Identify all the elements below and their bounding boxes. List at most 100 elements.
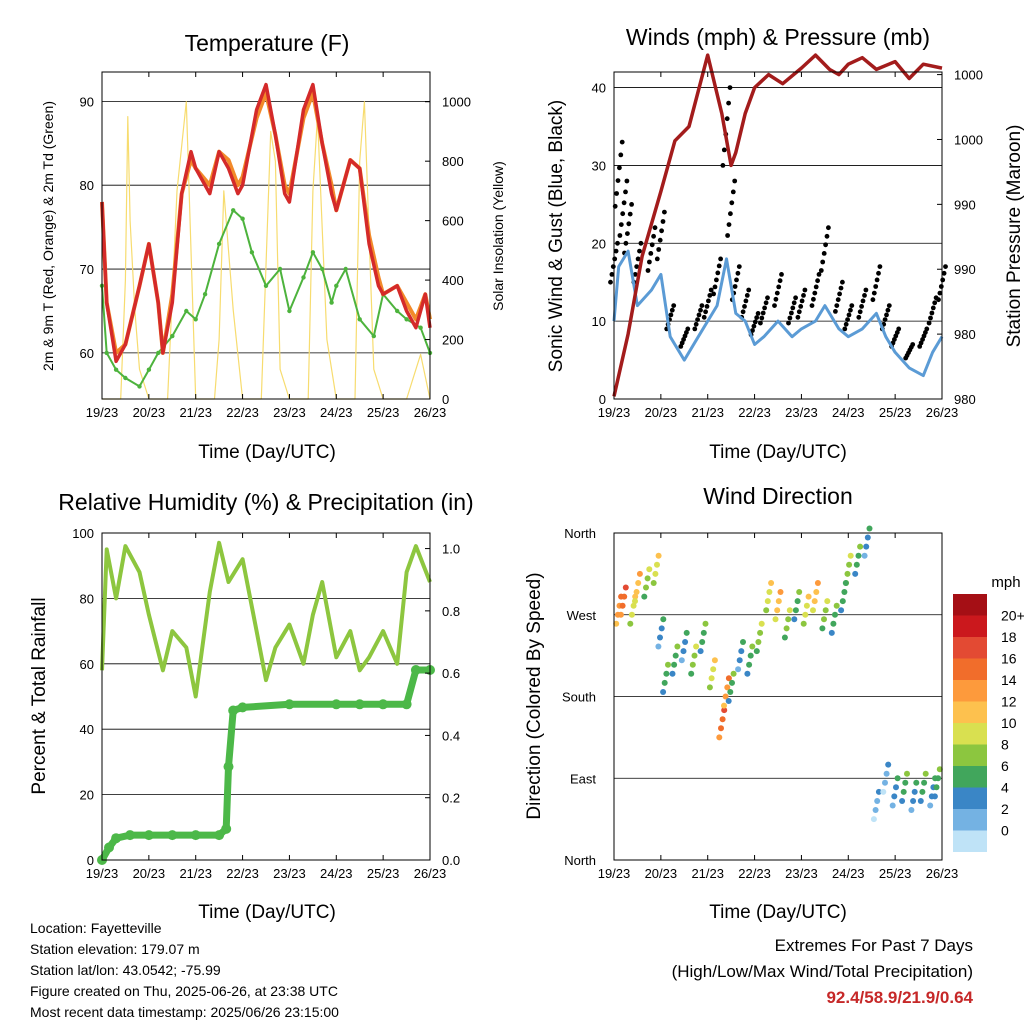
direction-point xyxy=(874,798,881,804)
gust-point xyxy=(754,315,760,320)
direction-point xyxy=(655,552,662,559)
gust-point xyxy=(707,293,713,298)
direction-point xyxy=(791,616,798,623)
left-tick-label: 60 xyxy=(80,346,94,361)
gust-point xyxy=(706,298,711,304)
precip-point xyxy=(401,699,412,710)
left-tick-label: 70 xyxy=(80,262,94,277)
gust-point xyxy=(701,314,707,320)
x-tick-label: 25/23 xyxy=(367,405,400,420)
direction-point xyxy=(783,625,790,632)
gust-point xyxy=(623,240,629,246)
gust-point xyxy=(752,319,758,325)
direction-point xyxy=(658,625,665,632)
x-tick-label: 24/23 xyxy=(832,405,865,420)
gust-point xyxy=(703,309,708,315)
left-tick-label: 40 xyxy=(80,722,94,737)
legend-swatch xyxy=(953,594,987,616)
gust-point xyxy=(885,307,891,313)
direction-point xyxy=(857,543,864,550)
precip-point xyxy=(378,699,389,710)
right-tick-label: 980 xyxy=(954,392,976,407)
gust-point xyxy=(755,311,761,316)
gust-point xyxy=(645,268,651,273)
direction-point xyxy=(908,807,915,813)
left-tick-label: 90 xyxy=(80,94,94,109)
direction-point xyxy=(885,761,892,768)
legend-label: 16 xyxy=(1001,651,1017,667)
direction-point xyxy=(636,570,643,577)
precip-point xyxy=(221,823,232,834)
right-tick-label: 600 xyxy=(442,214,464,229)
right-tick-label: 0 xyxy=(442,392,449,407)
direction-point xyxy=(902,779,909,786)
direction-point xyxy=(811,598,818,605)
direction-point xyxy=(822,607,829,614)
direction-point xyxy=(844,570,851,577)
legend-label: 2 xyxy=(1001,801,1009,817)
gust-point xyxy=(692,326,698,332)
gust-point xyxy=(846,312,852,318)
gust-point xyxy=(649,242,655,248)
gust-point xyxy=(759,315,765,321)
station-info: Location: Fayetteville Station elevation… xyxy=(30,918,339,1023)
direction-point xyxy=(646,566,653,573)
gust-point xyxy=(937,290,943,296)
gust-point xyxy=(837,291,842,297)
precip-point xyxy=(410,665,421,675)
direction-point xyxy=(635,580,642,586)
humidity-panel: Relative Humidity (%) & Precipitation (i… xyxy=(29,489,474,923)
left-tick-label: 20 xyxy=(80,788,94,803)
direction-point xyxy=(721,702,727,709)
legend-swatch xyxy=(953,809,987,831)
direction-point xyxy=(819,625,826,632)
direction-point xyxy=(688,670,695,677)
gust-point xyxy=(815,278,820,284)
x-tick-label: 20/23 xyxy=(133,405,166,420)
precip-point xyxy=(237,702,248,713)
x-tick-label: 26/23 xyxy=(414,405,447,420)
direction-point xyxy=(803,602,810,609)
gust-point xyxy=(812,290,818,296)
direction-point xyxy=(711,657,718,664)
gust-point xyxy=(943,264,948,269)
gust-point xyxy=(625,231,630,237)
gust-point xyxy=(932,300,938,306)
gust-point xyxy=(659,228,664,234)
gust-point xyxy=(863,287,869,293)
x-tick-label: 21/23 xyxy=(691,405,724,420)
precip-point xyxy=(111,833,122,844)
direction-point xyxy=(758,620,765,627)
gust-point xyxy=(849,303,855,308)
gust-point xyxy=(796,309,802,315)
left-tick-label: 0 xyxy=(87,853,94,868)
direction-point xyxy=(777,589,784,595)
precip-point xyxy=(125,830,136,841)
winds-xlabel: Time (Day/UTC) xyxy=(709,442,847,463)
gust-point xyxy=(617,233,623,238)
gust-point xyxy=(743,298,749,304)
gust-point xyxy=(619,139,625,145)
gust-point xyxy=(760,310,766,316)
gust-point xyxy=(712,284,718,290)
gust-point xyxy=(634,264,640,269)
direction-point xyxy=(875,788,882,795)
wind-line xyxy=(612,249,944,378)
humidity-title: Relative Humidity (%) & Precipitation (i… xyxy=(58,489,473,515)
direction-point xyxy=(853,561,860,568)
direction-point xyxy=(833,602,840,609)
gust-point xyxy=(926,320,932,326)
direction-point xyxy=(774,607,781,614)
x-tick-label: 21/23 xyxy=(691,866,724,881)
gust-point xyxy=(924,326,930,332)
legend-label: 6 xyxy=(1001,758,1009,774)
direction-point xyxy=(735,666,742,673)
direction-point xyxy=(893,784,899,791)
direction-point xyxy=(757,629,764,636)
temperature-x-ticks: 19/23 20/23 21/23 22/23 23/23 24/23 25/23 26/23 xyxy=(86,72,447,420)
direction-point xyxy=(786,607,793,614)
gust-point xyxy=(635,256,641,262)
direction-point xyxy=(719,716,726,723)
winds-right-ylabel: Station Pressure (Maroon) xyxy=(1004,125,1024,348)
